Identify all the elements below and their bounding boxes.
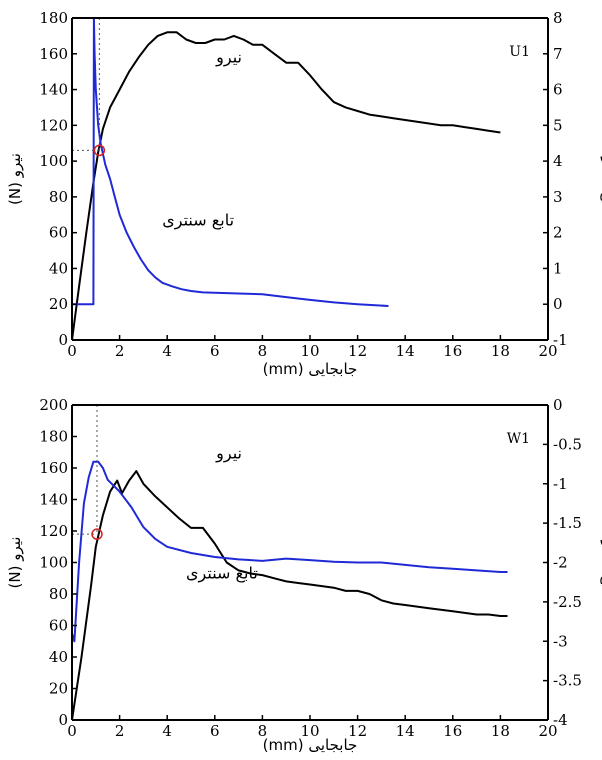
x-tick-label: 14 xyxy=(396,342,415,360)
y2-tick-label: 4 xyxy=(553,152,563,170)
y2-tick-label: -0.5 xyxy=(553,435,582,453)
marker-circle xyxy=(91,528,103,540)
series-label: تابع سنتری xyxy=(162,211,234,231)
series-line-force xyxy=(72,470,508,720)
y-tick-label: 80 xyxy=(49,585,68,603)
marker-circle xyxy=(93,144,106,157)
x-tick-label: 2 xyxy=(115,342,125,360)
y-tick-label: 20 xyxy=(49,295,68,313)
x-tick-label: 18 xyxy=(491,722,510,740)
y-tick-label: 40 xyxy=(49,648,68,666)
x-tick-label: 20 xyxy=(538,722,557,740)
panel-label: U1 xyxy=(509,44,530,60)
y2-tick-label: -3 xyxy=(553,632,568,650)
x-tick-label: 2 xyxy=(115,722,125,740)
x-tick-label: 8 xyxy=(258,342,268,360)
panel-label: W1 xyxy=(507,431,530,447)
y2-tick-label: -4 xyxy=(553,711,568,729)
y2-tick-label: 1 xyxy=(553,259,563,277)
y-tick-label: 140 xyxy=(39,491,68,509)
x-tick-label: 4 xyxy=(162,722,172,740)
x-tick-label: 12 xyxy=(348,722,367,740)
y-tick-label: 0 xyxy=(58,331,68,349)
x-tick-label: 8 xyxy=(258,722,268,740)
y-tick-label: 20 xyxy=(49,680,68,698)
y2-tick-label: 5 xyxy=(553,116,563,134)
y2-axis-label: تابع سنتری xyxy=(600,529,602,596)
y2-tick-label: 0 xyxy=(553,396,563,414)
y-axis-label: نیرو (N) xyxy=(6,537,24,589)
y2-tick-label: -3.5 xyxy=(553,672,582,690)
y-tick-label: 120 xyxy=(39,116,68,134)
x-tick-label: 4 xyxy=(162,342,172,360)
y-tick-label: 180 xyxy=(39,428,68,446)
x-tick-label: 6 xyxy=(210,722,220,740)
series-label: تابع سنتری xyxy=(186,563,258,583)
y-tick-label: 100 xyxy=(39,554,68,572)
y2-tick-label: 6 xyxy=(553,81,563,99)
y-tick-label: 100 xyxy=(39,152,68,170)
y-tick-label: 140 xyxy=(39,81,68,99)
x-tick-label: 16 xyxy=(443,342,462,360)
x-axis-label: جابجایی (mm) xyxy=(263,736,358,754)
y-tick-label: 40 xyxy=(49,259,68,277)
x-tick-label: 16 xyxy=(443,722,462,740)
y2-tick-label: -1.5 xyxy=(553,514,582,532)
y2-tick-label: -1 xyxy=(553,331,568,349)
y-tick-label: 200 xyxy=(39,396,68,414)
series-line-centrality xyxy=(72,460,508,643)
x-tick-label: 20 xyxy=(538,342,557,360)
y-tick-label: 80 xyxy=(49,188,68,206)
series-line-force xyxy=(72,31,501,340)
x-tick-label: 6 xyxy=(210,342,220,360)
y2-axis-label: تابع سنتری xyxy=(600,145,602,212)
y2-tick-label: -2.5 xyxy=(553,593,582,611)
y-tick-label: 160 xyxy=(39,45,68,63)
y2-tick-label: 2 xyxy=(553,224,563,242)
y-tick-label: 120 xyxy=(39,522,68,540)
y-tick-label: 60 xyxy=(49,224,68,242)
y-tick-label: 0 xyxy=(58,711,68,729)
y2-tick-label: -2 xyxy=(553,554,568,572)
x-tick-label: 0 xyxy=(67,342,77,360)
x-tick-label: 18 xyxy=(491,342,510,360)
y-tick-label: 160 xyxy=(39,459,68,477)
x-tick-label: 10 xyxy=(300,342,319,360)
y2-tick-label: 8 xyxy=(553,9,563,27)
y-tick-label: 60 xyxy=(49,617,68,635)
series-line-centrality xyxy=(72,18,389,307)
y-axis-label: نیرو (N) xyxy=(6,153,24,205)
x-tick-label: 14 xyxy=(396,722,415,740)
series-label: نیرو xyxy=(215,48,242,68)
y2-tick-label: -1 xyxy=(553,475,568,493)
x-tick-label: 0 xyxy=(67,722,77,740)
y2-tick-label: 7 xyxy=(553,45,563,63)
y2-tick-label: 3 xyxy=(553,188,563,206)
series-label: نیرو xyxy=(215,444,242,464)
x-axis-label: جابجایی (mm) xyxy=(263,360,358,378)
y2-tick-label: 0 xyxy=(553,295,563,313)
y-tick-label: 180 xyxy=(39,9,68,27)
x-tick-label: 10 xyxy=(300,722,319,740)
x-tick-label: 12 xyxy=(348,342,367,360)
